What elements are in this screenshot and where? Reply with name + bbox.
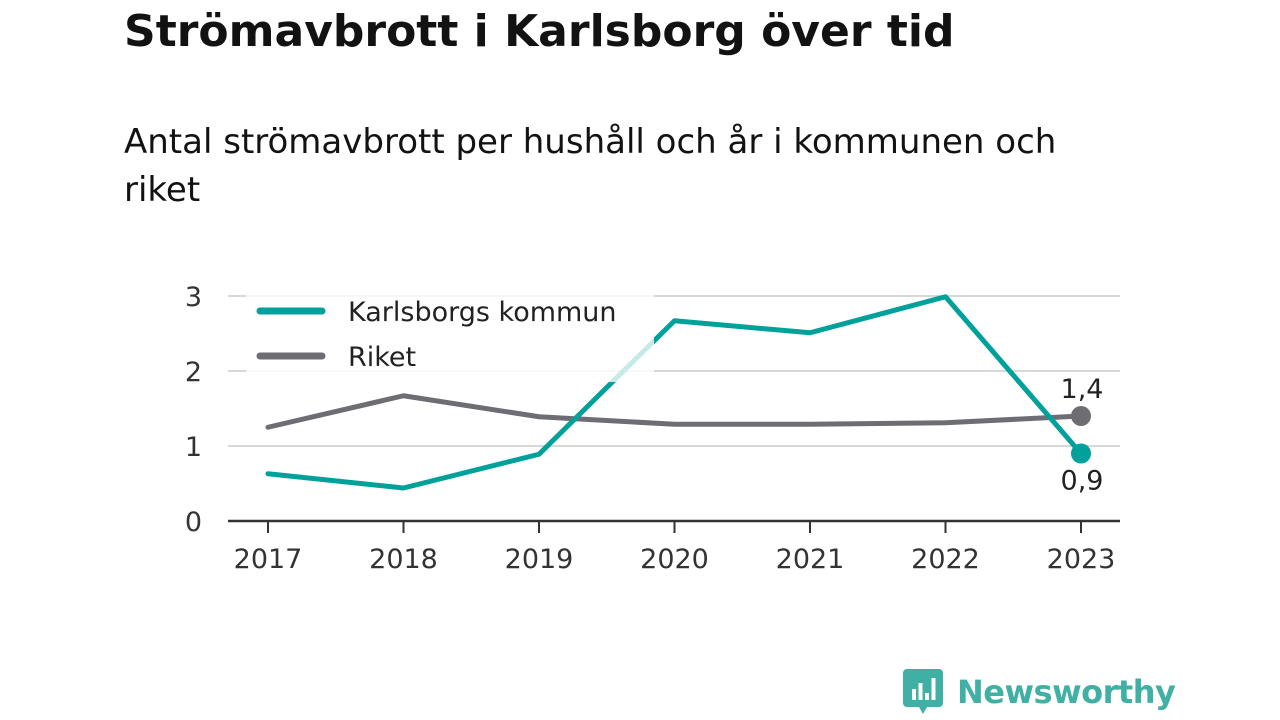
end-label-karlsborg: 0,9 (1061, 466, 1104, 497)
series-line-karlsborg (265, 294, 1084, 491)
end-point-riket (1071, 406, 1091, 426)
x-tick-label: 2022 (911, 544, 980, 575)
brand-logo: Newsworthy (903, 669, 1176, 714)
y-tick-label: 0 (185, 507, 202, 538)
x-tick-label: 2018 (369, 544, 438, 575)
x-tick-label: 2020 (640, 544, 709, 575)
end-point-karlsborg (1071, 443, 1091, 464)
y-tick-label: 1 (185, 432, 202, 463)
y-tick-label: 3 (185, 282, 202, 313)
x-tick-label: 2021 (776, 544, 845, 575)
series-line-riket (265, 393, 1084, 430)
x-tick-label: 2017 (234, 544, 303, 575)
y-tick-label: 2 (185, 357, 202, 388)
legend-label-karlsborg: Karlsborgs kommun (348, 297, 617, 328)
chart-subtitle: Antal strömavbrott per hushåll och år i … (124, 122, 1057, 210)
x-tick-label: 2023 (1047, 544, 1116, 575)
chart-title: Strömavbrott i Karlsborg över tid (124, 6, 955, 57)
legend-label-riket: Riket (348, 342, 416, 373)
brand-name: Newsworthy (957, 673, 1176, 711)
chart-logo-icon (903, 669, 943, 714)
x-tick-label: 2019 (505, 544, 574, 575)
end-label-riket: 1,4 (1061, 374, 1104, 405)
